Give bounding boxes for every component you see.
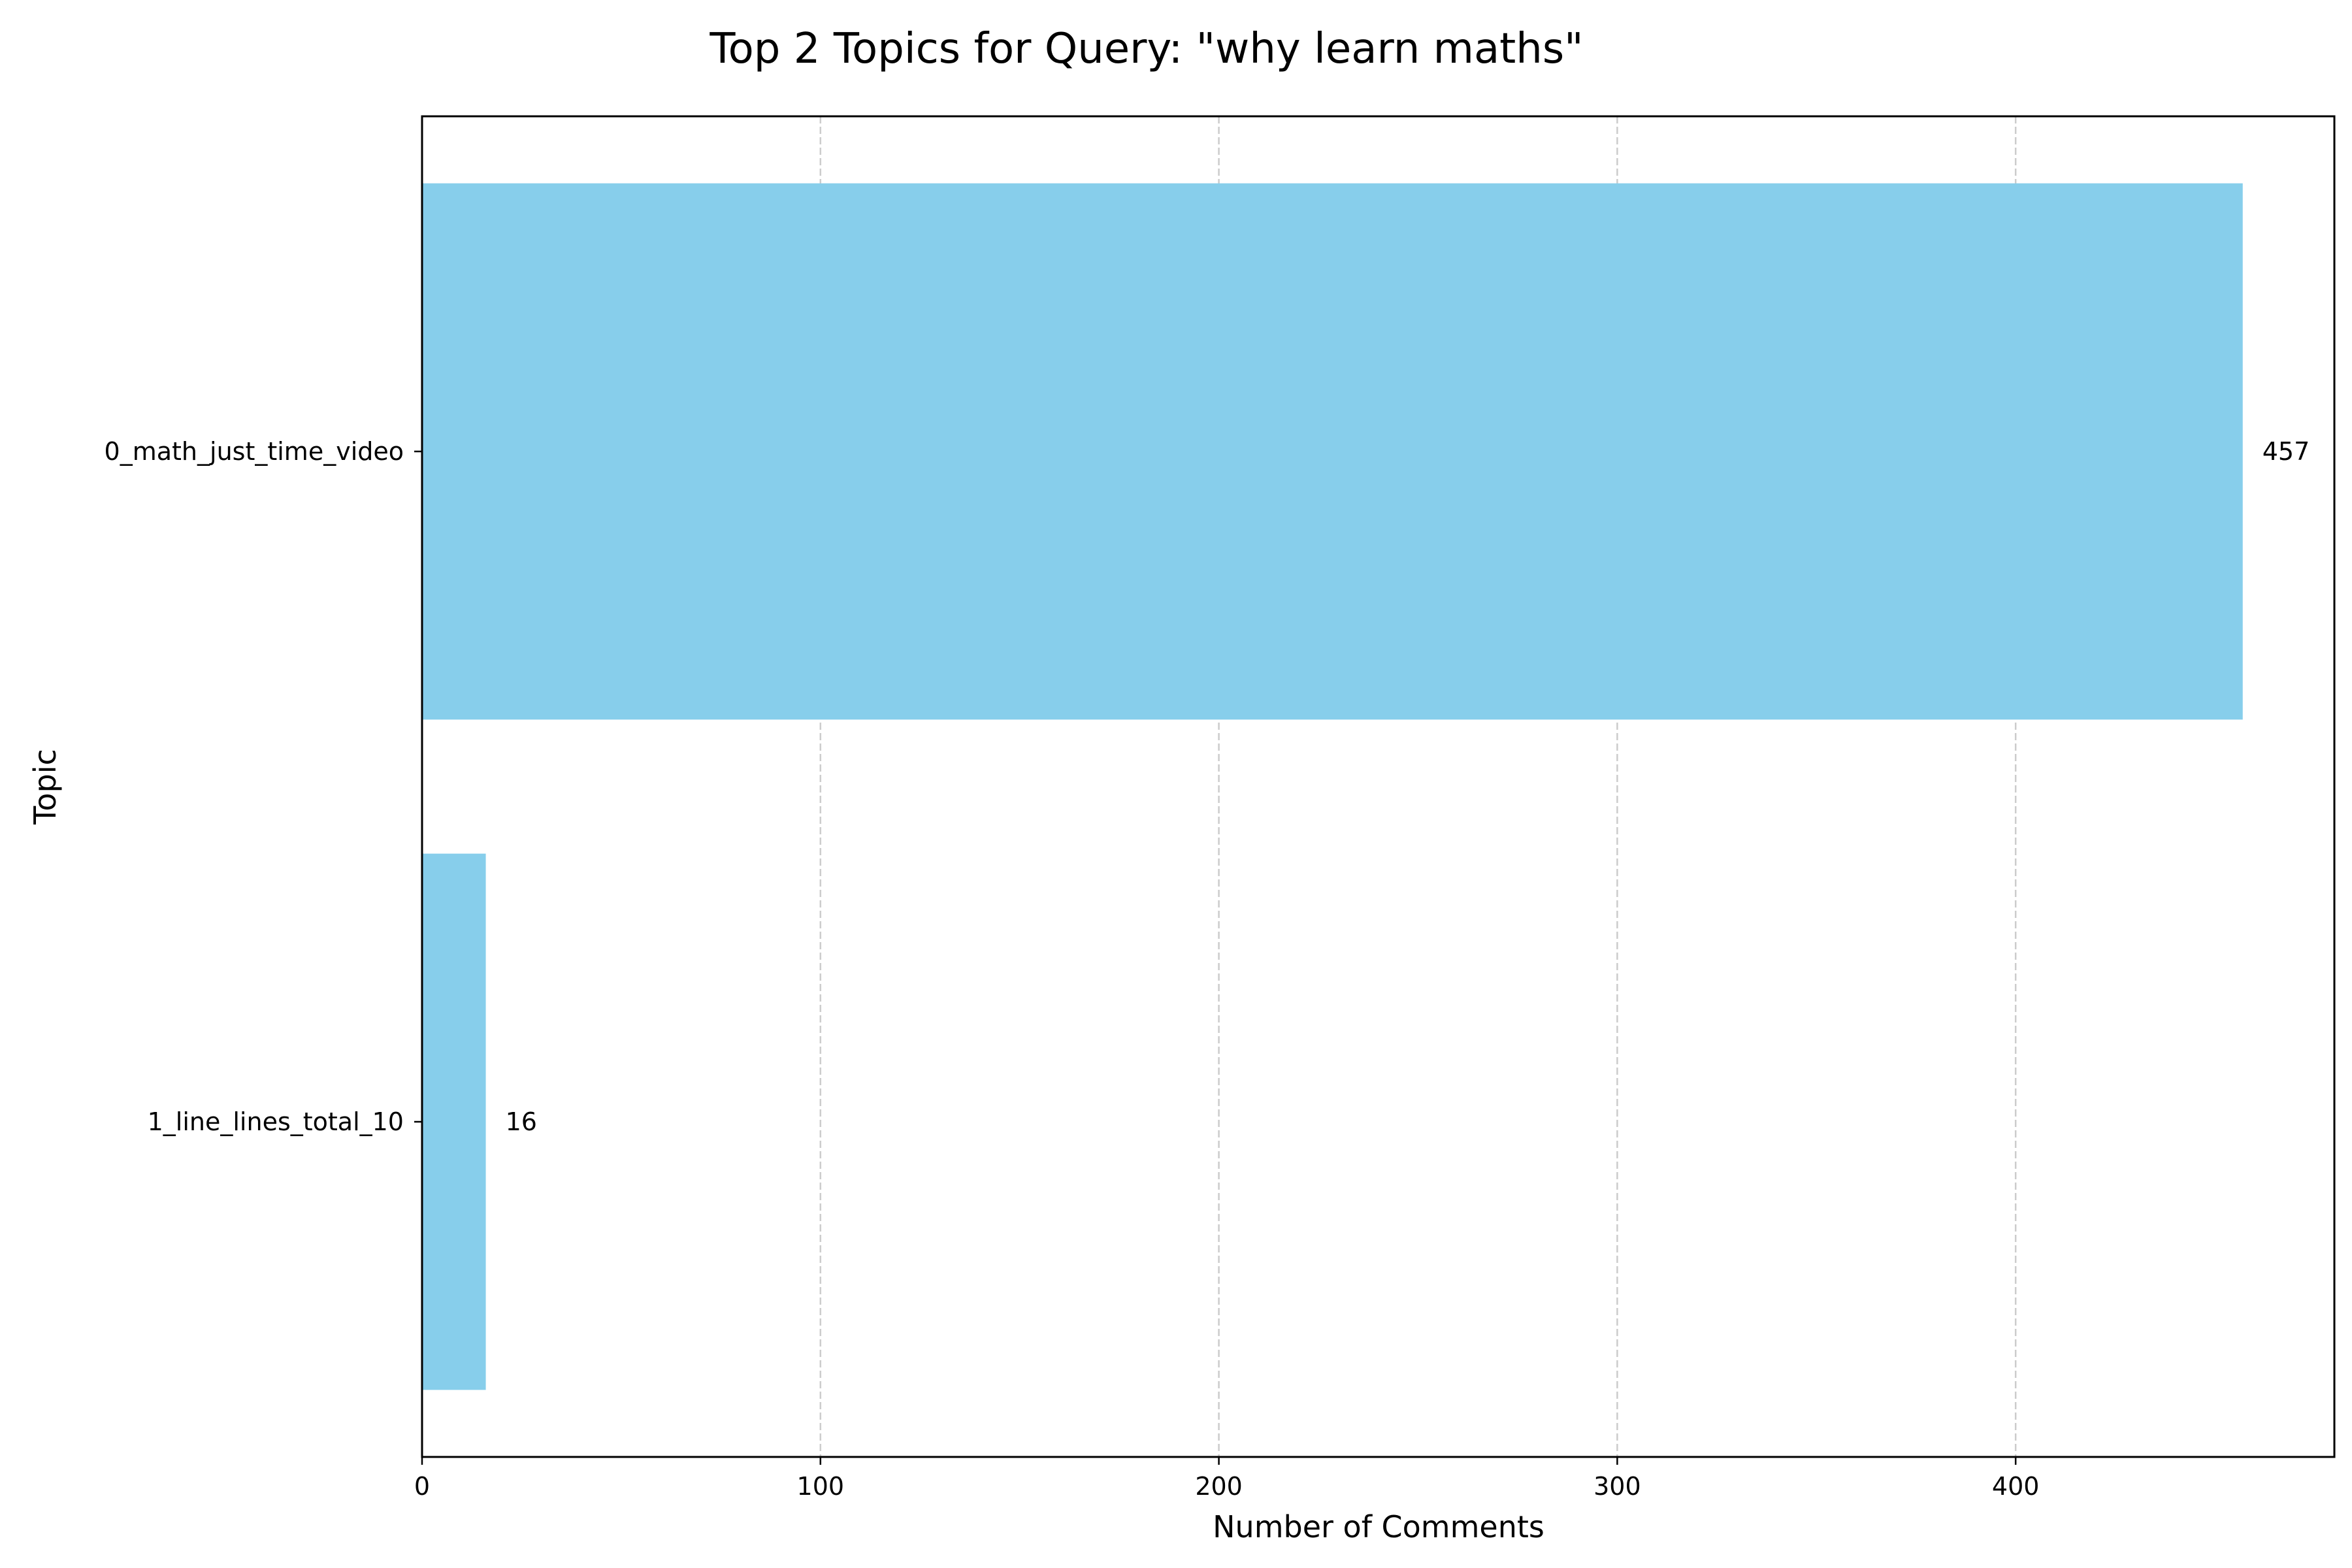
bars	[422, 183, 2243, 1390]
x-tick-label: 0	[414, 1472, 430, 1501]
y-tick-label: 0_math_just_time_video	[105, 437, 404, 466]
chart-title: Top 2 Topics for Query: "why learn maths…	[709, 25, 1583, 73]
x-axis-label: Number of Comments	[1213, 1509, 1544, 1544]
plot-frame	[421, 115, 2336, 1458]
axis-ticks: 0 100 200 300 400 0_math_just_time_video 1_lin…	[105, 437, 2040, 1501]
bar	[422, 853, 486, 1390]
x-tick-label: 100	[797, 1472, 845, 1501]
x-tick-label: 300	[1593, 1472, 1641, 1501]
y-axis-label: Topic	[27, 749, 63, 825]
bar-value-label: 457	[2262, 437, 2310, 466]
bar	[422, 183, 2243, 720]
x-tick-label: 200	[1195, 1472, 1243, 1501]
x-tick-label: 400	[1992, 1472, 2040, 1501]
data-labels: 457 16	[506, 437, 2310, 1136]
y-tick-label: 1_line_lines_total_10	[148, 1107, 404, 1136]
bar-value-label: 16	[506, 1107, 537, 1136]
